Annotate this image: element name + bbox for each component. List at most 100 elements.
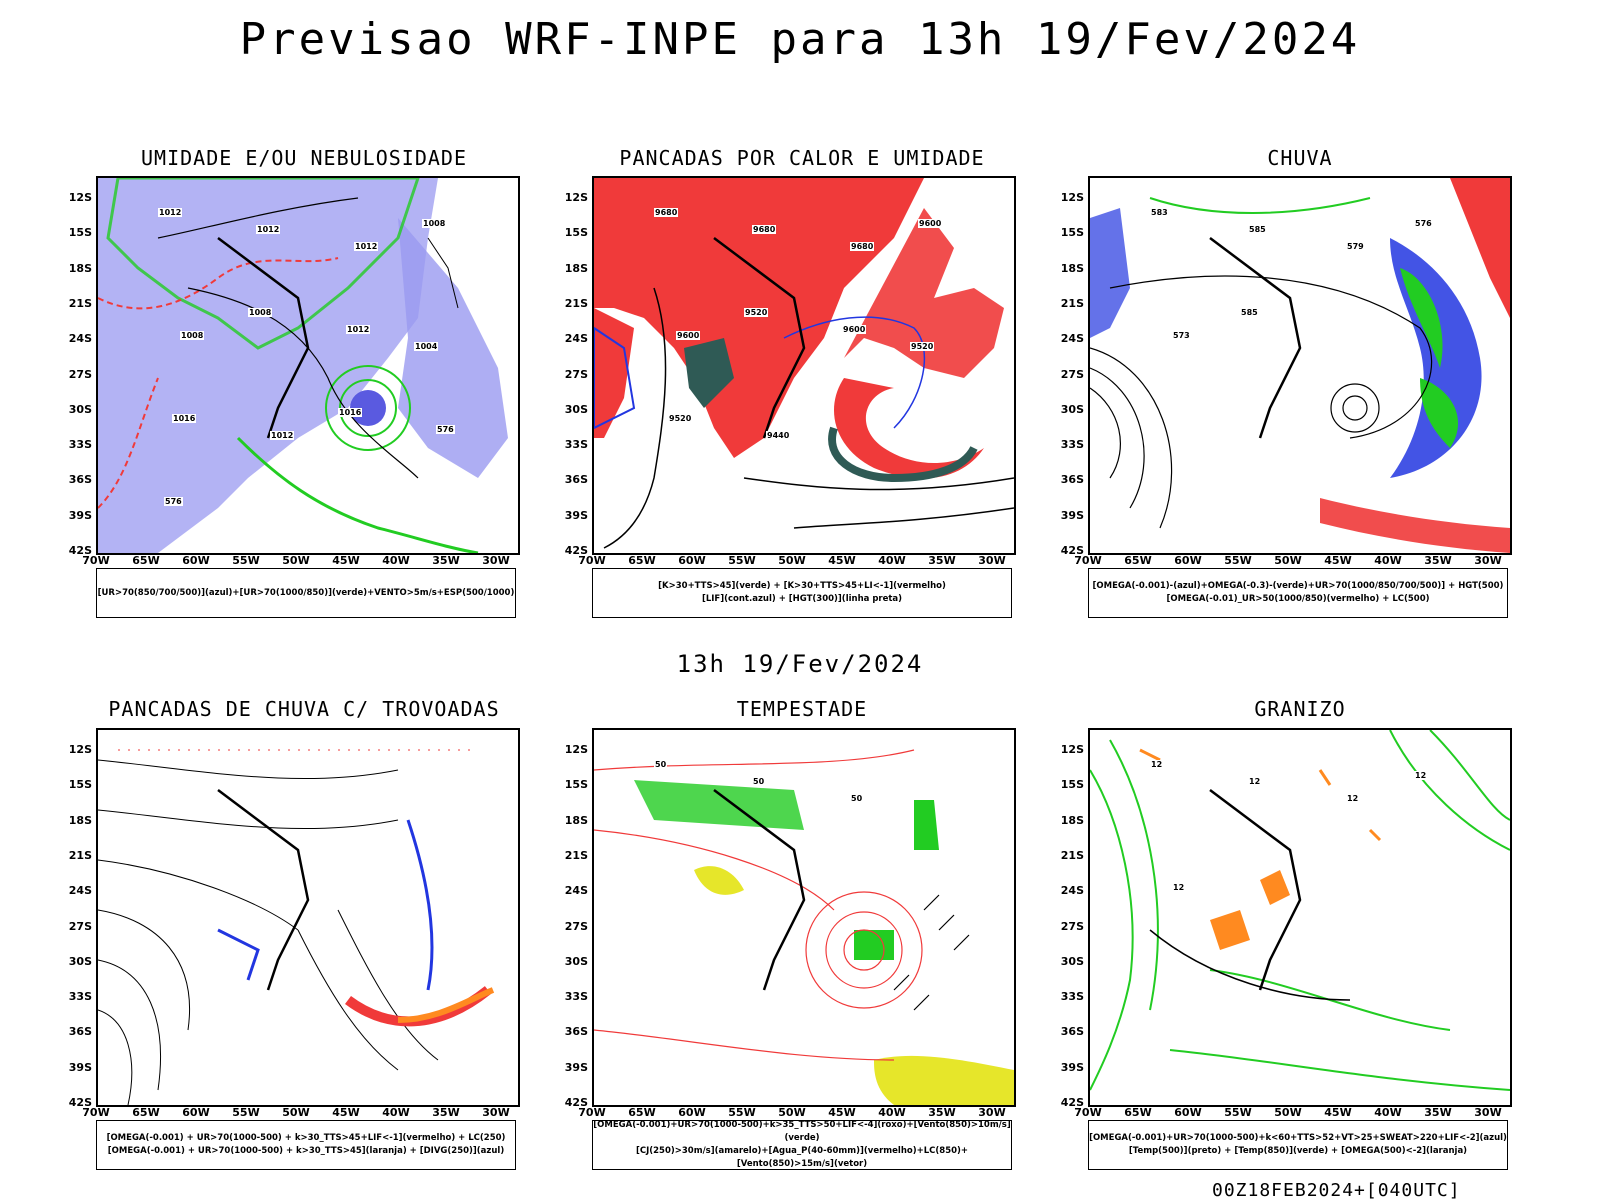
lat-tick-label: 39S [1060, 508, 1084, 522]
lon-tick-label: 70W [578, 1106, 606, 1119]
lon-tick-label: 35W [432, 554, 460, 567]
panel-2-caption-line-2: [LIF](cont.azul) + [HGT(300)](linha pret… [701, 594, 903, 604]
panel-2-caption-line-1: [K>30+TTS>45](verde) + [K>30+TTS>45+LI<-… [658, 581, 946, 591]
contour-value-label: 1012 [256, 225, 281, 234]
lon-tick-label: 35W [1424, 1106, 1452, 1119]
lat-tick-label: 18S [1060, 261, 1084, 275]
panel-1-map: 1012 1012 1012 1008 1008 1008 1012 1004 1016 1012… [96, 176, 520, 555]
panel-5-caption-line-2: [CJ(250)>30m/s](amarelo)+[Agua_P(40-60mm… [635, 1146, 969, 1169]
panel-5-title: TEMPESTADE [736, 697, 868, 721]
lat-tick-label: 36S [564, 1025, 588, 1039]
contour-value-label: 573 [1172, 331, 1191, 340]
contour-value-label: 576 [164, 497, 183, 506]
lon-tick-label: 30W [1474, 1106, 1502, 1119]
lat-tick-label: 15S [68, 778, 92, 792]
panel-6-caption-line-2: [Temp(500)](preto) + [Temp(850)](verde) … [1128, 1146, 1468, 1156]
contour-value-label: 12 [1172, 883, 1186, 892]
panel-4-caption-line-2: [OMEGA(-0.001) + UR>70(1000-500) + k>30_… [107, 1146, 505, 1156]
model-run-info: 00Z18FEB2024+[040UTC] [1212, 1180, 1461, 1201]
contour-value-label: 1008 [248, 308, 273, 317]
contour-value-label: 9680 [654, 208, 679, 217]
lon-tick-label: 65W [628, 554, 656, 567]
lat-tick-label: 18S [1060, 813, 1084, 827]
lon-tick-label: 45W [1324, 554, 1352, 567]
contour-value-label: 12 [1150, 760, 1164, 769]
main-title: Previsao WRF-INPE para 13h 19/Fev/2024 [239, 14, 1361, 65]
lat-tick-label: 12S [564, 743, 588, 756]
lat-tick-label: 12S [1060, 743, 1084, 756]
lat-tick-label: 30S [68, 954, 92, 968]
contour-value-label: 50 [850, 794, 864, 803]
lon-tick-label: 50W [1274, 1106, 1302, 1119]
lon-tick-label: 30W [482, 554, 510, 567]
panel-4-title: PANCADAS DE CHUVA C/ TROVOADAS [108, 697, 500, 721]
lat-tick-label: 12S [1060, 191, 1084, 204]
panel-5-caption: [OMEGA(-0.001)+UR>70(1000-500)+k>35_TTS>… [592, 1120, 1012, 1170]
lon-tick-label: 35W [928, 1106, 956, 1119]
lat-tick-label: 21S [68, 848, 92, 862]
contour-value-label: 9440 [766, 431, 791, 440]
panel-6-caption-line-1: [OMEGA(-0.001)+UR>70(1000-500)+k<60+TTS>… [1089, 1133, 1507, 1143]
lat-tick-label: 12S [564, 191, 588, 204]
lat-tick-label: 24S [564, 332, 588, 346]
lat-tick-label: 33S [1060, 438, 1084, 452]
panel-4-map [96, 728, 520, 1107]
panel-3-title: CHUVA [1267, 146, 1333, 170]
contour-value-label: 12 [1346, 794, 1360, 803]
lon-tick-label: 65W [628, 1106, 656, 1119]
panel-2-caption: [K>30+TTS>45](verde) + [K>30+TTS>45+LI<-… [592, 568, 1012, 618]
lat-tick-label: 42S [1060, 1096, 1084, 1109]
lon-tick-label: 60W [678, 554, 706, 567]
panel-3-map-graphic [1090, 178, 1510, 553]
panel-2-map-graphic [594, 178, 1014, 549]
lat-tick-label: 39S [564, 1060, 588, 1074]
contour-value-label: 576 [1414, 219, 1433, 228]
lat-tick-label: 27S [68, 367, 92, 381]
panel-6-title: GRANIZO [1254, 697, 1346, 721]
contour-value-label: 1016 [172, 414, 197, 423]
contour-value-label: 585 [1240, 308, 1259, 317]
lon-tick-label: 50W [282, 1106, 310, 1119]
panel-3-caption: [OMEGA(-0.001)-(azul)+OMEGA(-0.3)-(verde… [1088, 568, 1508, 618]
panel-1-caption: [UR>70(850/700/500)](azul)+[UR>70(1000/8… [96, 568, 516, 618]
lon-tick-label: 30W [482, 1106, 510, 1119]
lon-tick-label: 60W [678, 1106, 706, 1119]
lon-tick-label: 65W [132, 554, 160, 567]
lon-tick-label: 70W [1074, 1106, 1102, 1119]
panel-6-caption: [OMEGA(-0.001)+UR>70(1000-500)+k<60+TTS>… [1088, 1120, 1508, 1170]
lat-tick-label: 30S [1060, 954, 1084, 968]
contour-value-label: 12 [1248, 777, 1262, 786]
contour-value-label: 9600 [676, 331, 701, 340]
lon-tick-label: 55W [728, 554, 756, 567]
lat-tick-label: 36S [564, 473, 588, 487]
contour-value-label: 9680 [850, 242, 875, 251]
lat-tick-label: 33S [1060, 990, 1084, 1004]
lat-tick-label: 21S [1060, 848, 1084, 862]
lat-tick-label: 15S [564, 226, 588, 240]
lat-tick-label: 15S [564, 778, 588, 792]
lon-tick-label: 35W [928, 554, 956, 567]
lon-tick-label: 50W [282, 554, 310, 567]
contour-value-label: 9680 [752, 225, 777, 234]
contour-value-label: 9520 [668, 414, 693, 423]
lon-tick-label: 40W [1374, 554, 1402, 567]
lat-tick-label: 27S [564, 919, 588, 933]
lat-tick-label: 39S [1060, 1060, 1084, 1074]
panel-2-map: 9680 9680 9680 9600 9600 9520 9600 9520 9520 9440 [592, 176, 1016, 555]
lat-tick-label: 36S [1060, 473, 1084, 487]
panel-3-caption-line-1: [OMEGA(-0.001)-(azul)+OMEGA(-0.3)-(verde… [1092, 581, 1504, 591]
lat-tick-label: 33S [68, 438, 92, 452]
lon-tick-label: 70W [578, 554, 606, 567]
panel-5-map: 50 50 50 [592, 728, 1016, 1107]
contour-value-label: 1004 [414, 342, 439, 351]
panel-4-caption-line-1: [OMEGA(-0.001) + UR>70(1000-500) + k>30_… [106, 1133, 506, 1143]
lat-tick-label: 39S [68, 508, 92, 522]
panel-3-caption-line-2: [OMEGA(-0.01)_UR>50(1000/850)(vermelho) … [1166, 594, 1430, 604]
contour-value-label: 9520 [744, 308, 769, 317]
contour-value-label: 1012 [270, 431, 295, 440]
lat-tick-label: 33S [564, 438, 588, 452]
lat-tick-label: 36S [68, 1025, 92, 1039]
lat-tick-label: 30S [68, 402, 92, 416]
lon-tick-label: 70W [82, 1106, 110, 1119]
lon-tick-label: 55W [728, 1106, 756, 1119]
